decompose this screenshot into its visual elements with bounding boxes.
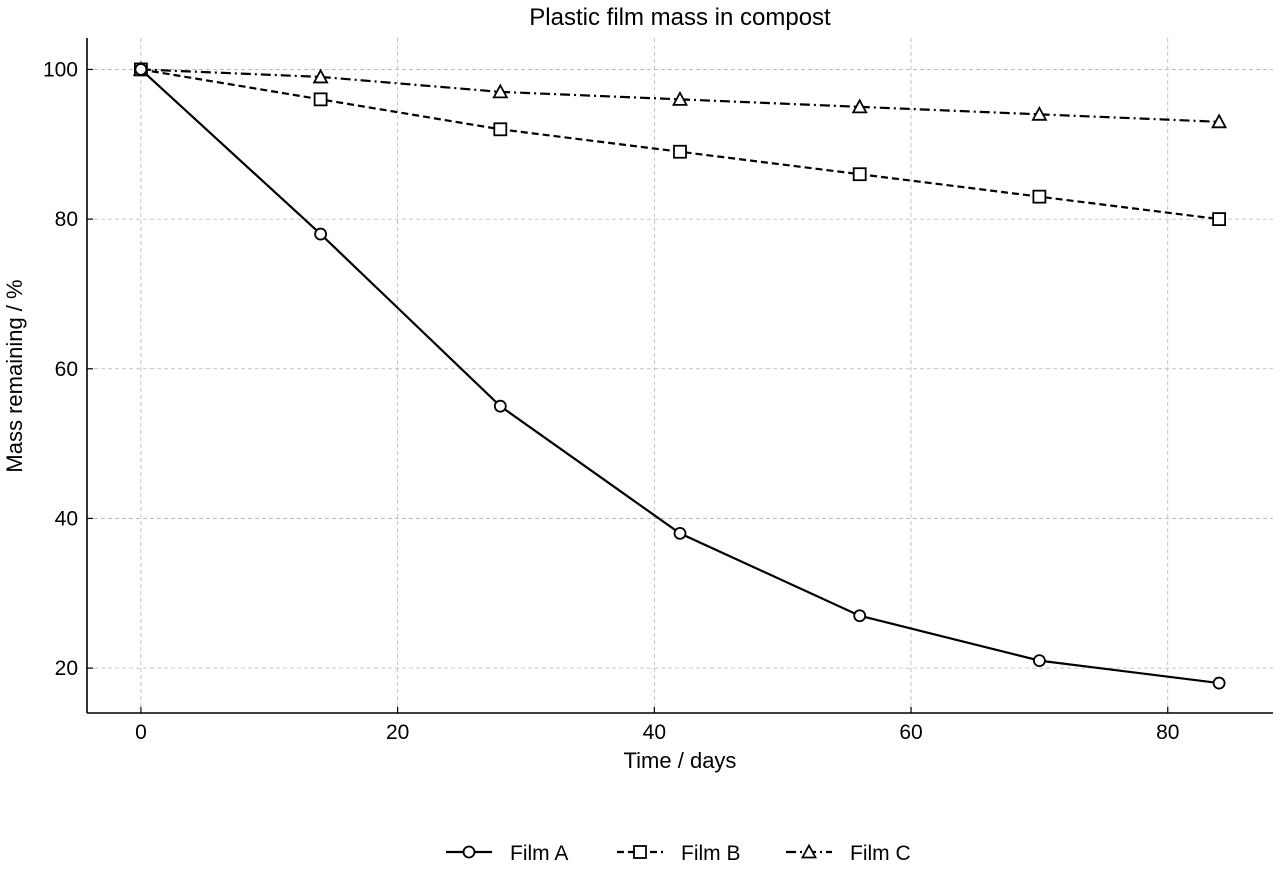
x-tick-label: 80 [1156,721,1179,744]
x-tick-label: 20 [386,721,409,744]
data-point-film-a [134,63,148,76]
y-tick-label: 60 [55,358,78,381]
data-point-film-a [1032,654,1046,668]
data-point-film-c [1031,105,1048,121]
data-point-film-c [492,83,509,99]
legend-marker [462,845,476,859]
chart-title: Plastic film mass in compost [529,4,831,31]
y-axis-label: Mass remaining / % [2,279,27,472]
legend-item-film-b: Film B [617,842,741,865]
data-point-film-c [671,90,689,106]
data-point-film-b [1212,212,1226,226]
data-point-film-b [313,92,328,107]
legend-label: Film B [681,842,741,865]
legend-item-film-a: Film A [446,842,568,865]
legend-marker [633,845,647,859]
axes [86,38,1273,714]
data-point-film-a [493,399,507,413]
data-point-film-b [493,122,508,137]
data-point-film-a [1212,676,1226,690]
series-film-b [134,62,1226,226]
data-point-film-c [312,68,329,84]
y-tick-label: 80 [55,208,78,231]
data-point-film-c [851,98,868,114]
data-point-film-a [853,609,867,623]
tick-labels: 0 20 40 60 80 20 40 60 80 100 [43,58,1179,744]
x-axis-label: Time / days [624,748,737,773]
data-point-film-a [673,526,687,540]
series-line-film-a [140,68,1220,685]
x-tick-label: 40 [643,721,666,744]
legend-item-film-c: Film C [786,842,911,865]
series-film-a [134,63,1226,690]
legend-label: Film A [510,842,568,865]
x-tick-label: 60 [899,721,922,744]
legend: Film A Film B Film C [446,842,911,865]
y-tick-label: 20 [55,657,78,680]
data-point-film-c [1211,113,1228,129]
x-tick-label: 0 [135,721,147,744]
data-point-film-b [673,144,687,159]
legend-marker [800,843,818,859]
data-point-film-a [314,227,328,241]
y-tick-label: 100 [43,58,78,81]
y-tick-label: 40 [55,507,78,530]
series-group [132,61,1228,690]
grid [87,38,1273,713]
data-point-film-b [852,167,867,182]
legend-label: Film C [850,842,911,865]
data-point-film-b [1032,189,1047,204]
